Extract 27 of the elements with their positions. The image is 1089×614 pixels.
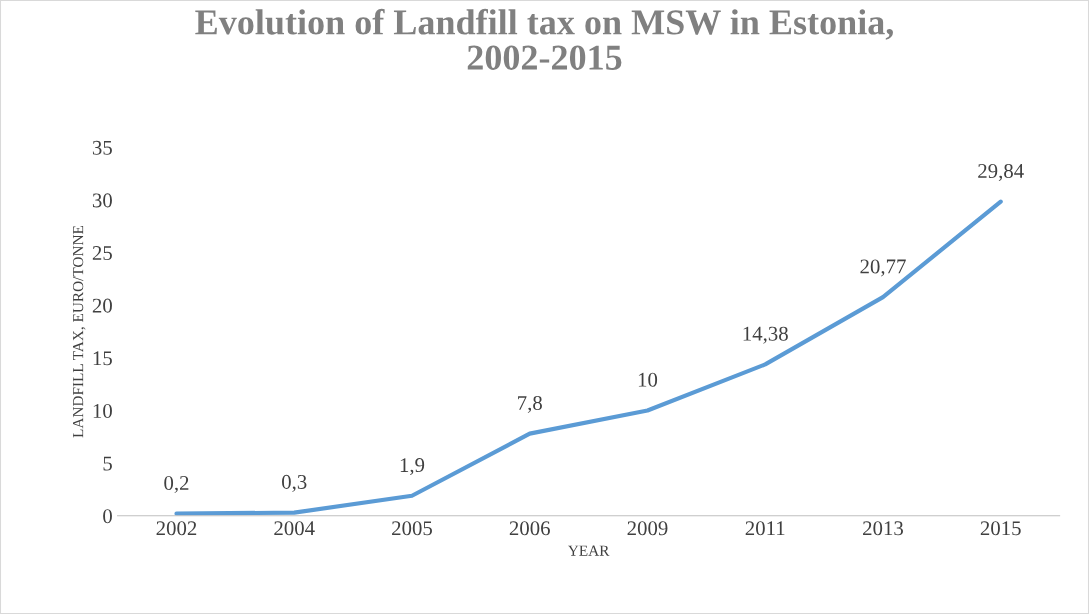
data-label: 14,38 xyxy=(743,326,788,344)
y-tick-label: 30 xyxy=(92,193,112,208)
y-tick-label: 10 xyxy=(93,403,112,418)
x-tick-label: 2006 xyxy=(509,521,550,536)
x-tick-label: 2013 xyxy=(863,521,903,536)
data-label: 0,2 xyxy=(164,475,189,493)
x-axis-title: YEAR xyxy=(567,545,610,556)
x-tick-label: 2015 xyxy=(980,521,1021,536)
y-tick-label: 25 xyxy=(92,246,112,261)
data-label: 7,8 xyxy=(518,395,542,413)
y-tick-label: 15 xyxy=(93,351,112,366)
y-axis-title: LANDFILL TAX, EURO/TONNE xyxy=(72,225,86,438)
y-tick-label: 5 xyxy=(103,456,112,471)
data-label: 0,3 xyxy=(282,474,307,492)
y-tick-label: 35 xyxy=(92,140,112,155)
data-label: 20,77 xyxy=(860,259,906,277)
data-label: 29,84 xyxy=(978,163,1024,181)
x-tick-label: 2004 xyxy=(274,521,315,536)
x-tick-label: 2009 xyxy=(627,521,668,536)
y-tick-label: 20 xyxy=(92,298,112,313)
y-tick-label: 0 xyxy=(103,509,112,524)
x-tick-label: 2011 xyxy=(745,521,785,536)
chart-title: Evolution of Landfill tax on MSW in Estonia, 2002-2015 xyxy=(195,8,893,70)
data-label: 10 xyxy=(638,372,658,387)
x-tick-label: 2005 xyxy=(392,521,432,536)
x-tick-label: 2002 xyxy=(156,521,197,536)
data-label: 1,9 xyxy=(400,458,425,476)
